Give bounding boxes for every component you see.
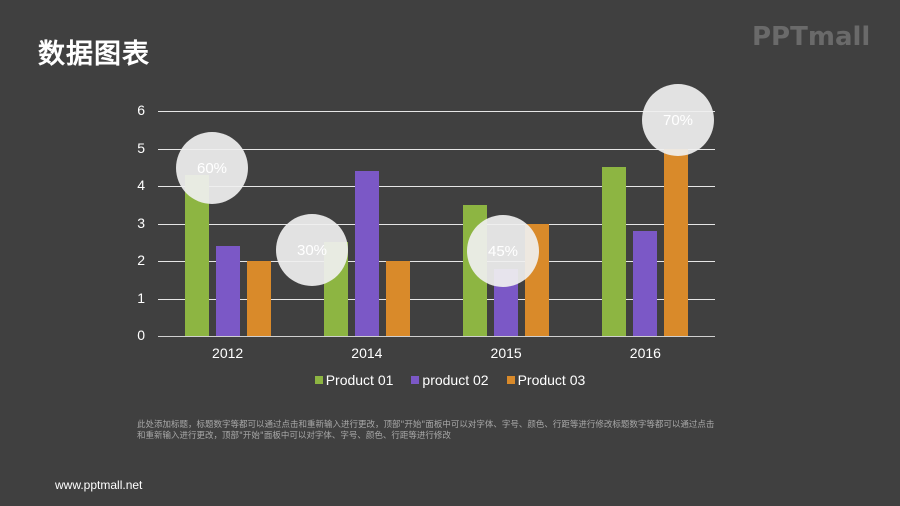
gridline — [158, 111, 715, 112]
y-tick-label: 5 — [137, 139, 145, 156]
brand-logo: PPTmall — [752, 22, 871, 52]
percentage-bubble: 70% — [642, 84, 714, 156]
percentage-bubble: 30% — [276, 214, 348, 286]
bar — [385, 261, 410, 336]
y-tick-label: 2 — [137, 252, 145, 268]
legend-label: Product 03 — [517, 372, 586, 388]
legend-swatch-icon — [506, 376, 515, 384]
bar — [664, 148, 689, 336]
y-tick-label: 4 — [137, 177, 145, 193]
gridline — [158, 223, 715, 225]
x-tick-label: 2012 — [212, 345, 244, 361]
bar — [602, 167, 627, 336]
bar — [246, 261, 271, 336]
legend-label: product 02 — [422, 372, 489, 388]
description-note: 此处添加标题，标题数字等都可以通过点击和重新输入进行更改，顶部"开始"面板中可以… — [137, 420, 715, 441]
gridline — [158, 148, 715, 150]
bar — [633, 231, 658, 336]
y-tick-label: 0 — [137, 327, 145, 343]
gridline — [158, 261, 715, 262]
page-title: 数据图表 — [38, 39, 150, 70]
x-tick-label: 2015 — [490, 345, 522, 361]
x-tick-label: 2016 — [629, 345, 661, 361]
legend-item: product 02 — [411, 372, 489, 388]
gridline — [158, 186, 715, 187]
y-tick-label: 1 — [137, 289, 145, 306]
legend-swatch-icon — [314, 376, 323, 384]
legend-label: Product 01 — [325, 372, 394, 388]
gridline — [158, 336, 715, 337]
gridline — [158, 298, 715, 300]
percentage-bubble: 60% — [176, 132, 248, 204]
footer-url: www.pptmall.net — [55, 478, 143, 492]
y-tick-label: 3 — [137, 214, 145, 231]
percentage-bubble: 45% — [467, 215, 539, 287]
bar — [215, 246, 240, 336]
legend-item: Product 03 — [506, 372, 586, 388]
bar — [354, 171, 379, 336]
chart-legend: Product 01 product 02 Product 03 — [0, 372, 900, 388]
y-tick-label: 6 — [137, 102, 145, 118]
x-tick-label: 2014 — [351, 345, 383, 361]
legend-swatch-icon — [411, 376, 420, 384]
legend-item: Product 01 — [314, 372, 394, 388]
